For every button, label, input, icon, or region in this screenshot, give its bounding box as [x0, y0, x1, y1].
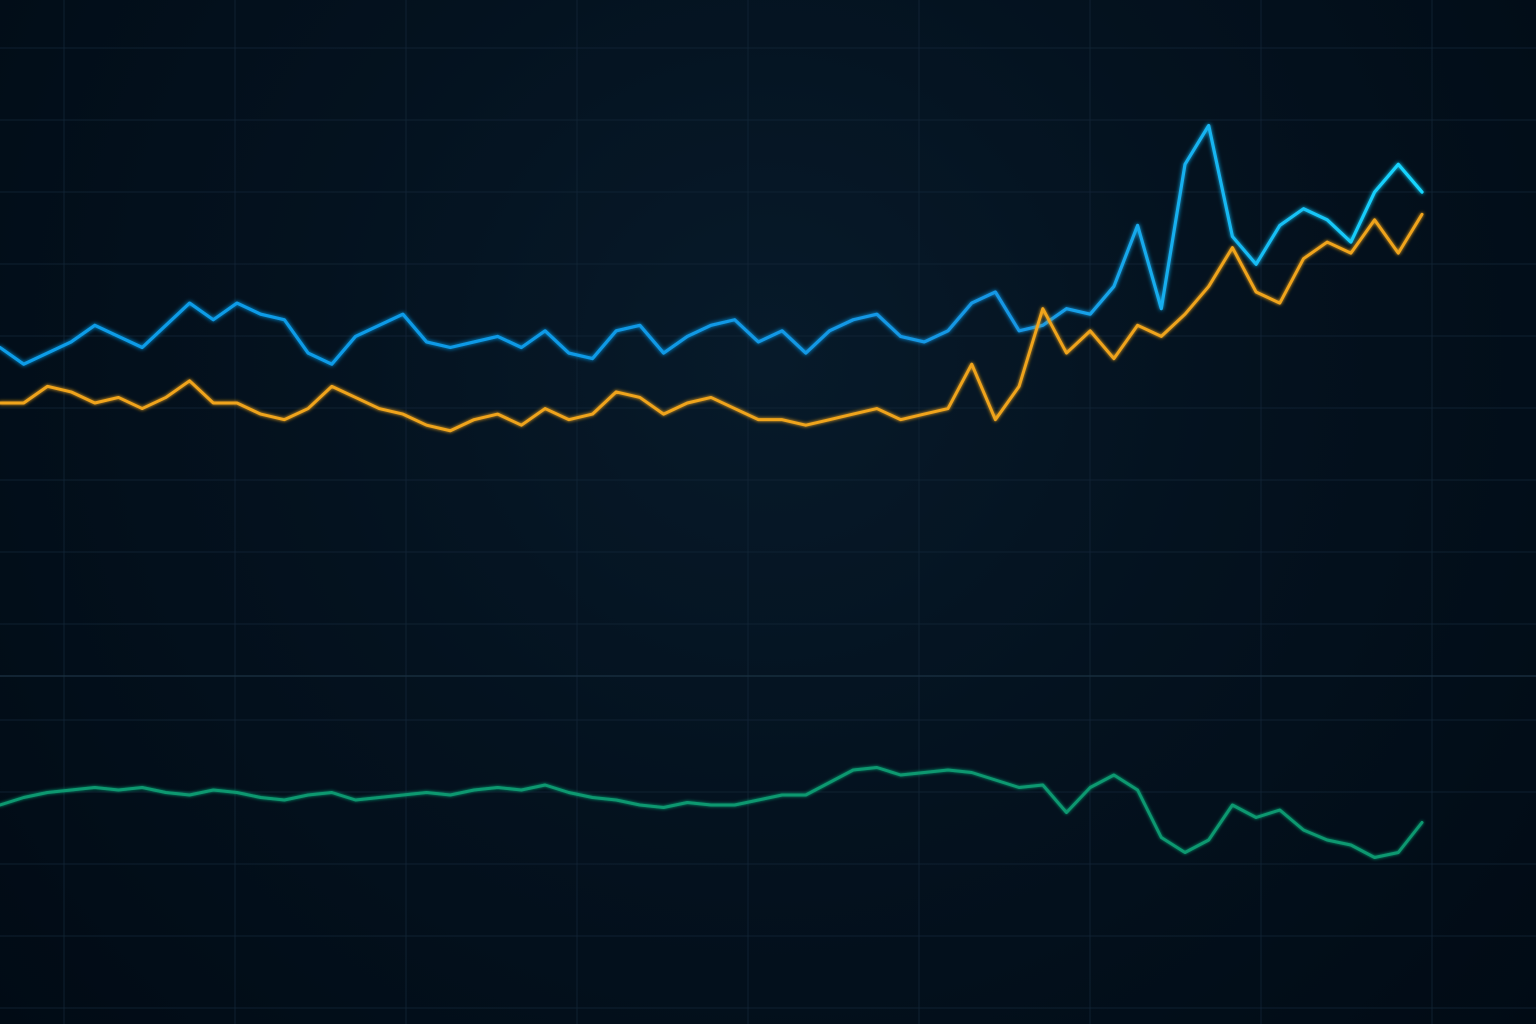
- series-layer: [0, 123, 1424, 859]
- green-series-line: [0, 766, 1424, 859]
- blue-series-line: [0, 123, 1424, 366]
- orange-series-line: [0, 212, 1424, 433]
